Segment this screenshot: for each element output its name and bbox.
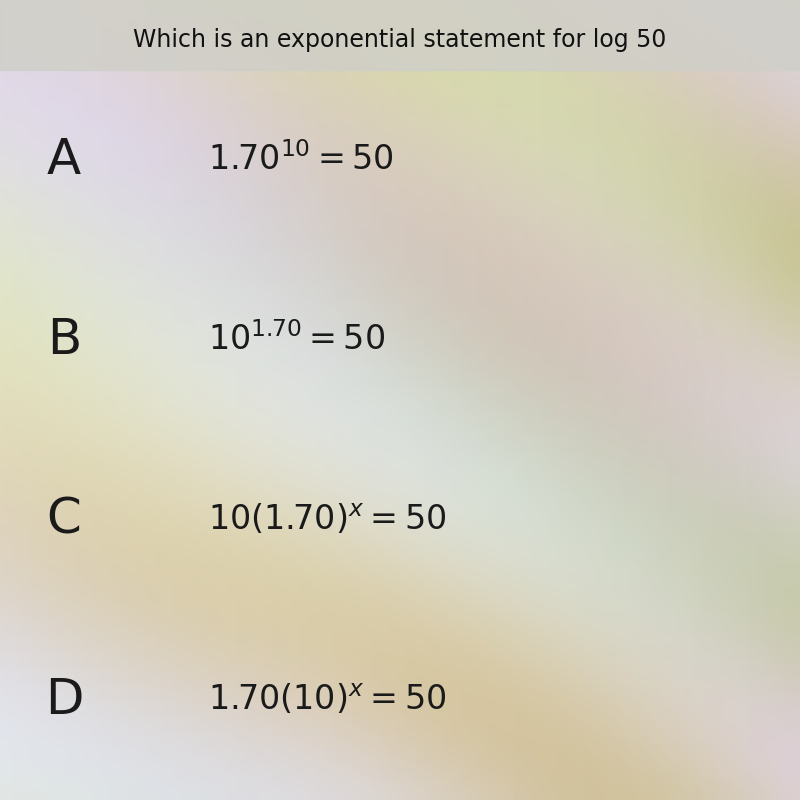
Text: $1.70(10)^{x} = 50$: $1.70(10)^{x} = 50$ — [208, 682, 446, 718]
Text: C: C — [46, 496, 82, 544]
Text: $10(1.70)^{x} = 50$: $10(1.70)^{x} = 50$ — [208, 502, 446, 538]
Text: B: B — [47, 316, 81, 364]
Bar — [0, 0, 800, 70]
Text: Which is an exponential statement for log 50: Which is an exponential statement for lo… — [134, 28, 666, 52]
Text: A: A — [47, 136, 81, 184]
Text: $1.70^{10} = 50$: $1.70^{10} = 50$ — [208, 142, 394, 178]
Text: D: D — [45, 676, 83, 724]
Text: $10^{1.70} = 50$: $10^{1.70} = 50$ — [208, 322, 385, 358]
